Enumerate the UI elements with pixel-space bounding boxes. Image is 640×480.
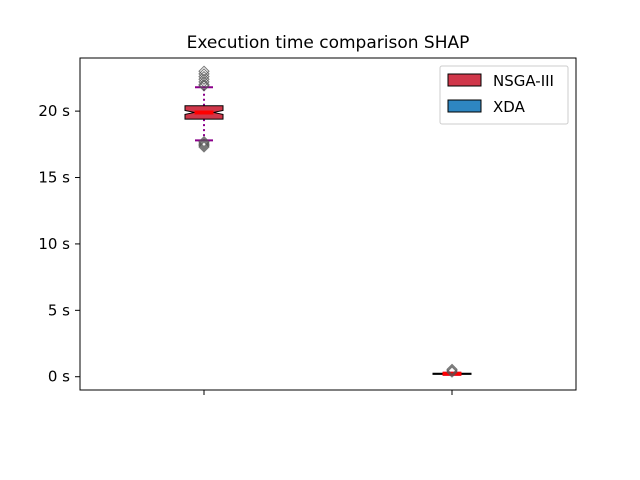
x-axis (203, 390, 453, 395)
flier-point (198, 137, 210, 149)
boxplot-layer (184, 65, 472, 378)
legend-label-xda: XDA (493, 98, 526, 116)
y-axis: 0 s 5 s 10 s 15 s 20 s (38, 102, 80, 386)
y-tick-label: 5 s (48, 301, 70, 319)
legend-swatch-nsga-iii (447, 73, 482, 87)
legend: NSGA-III XDA (439, 65, 569, 125)
flier-point (198, 65, 210, 77)
y-tick-label: 0 s (48, 368, 70, 386)
flier-point (198, 135, 210, 148)
legend-label-nsga-iii: NSGA-III (493, 72, 554, 90)
chart-title: Execution time comparison SHAP (187, 33, 470, 53)
y-tick-label: 20 s (38, 102, 70, 120)
flier-point (446, 365, 458, 377)
y-tick-label: 15 s (38, 169, 70, 187)
box-xda (432, 363, 472, 378)
legend-swatch-xda (447, 99, 482, 113)
y-tick-label: 10 s (38, 235, 70, 253)
flier-point (446, 363, 458, 376)
box-nsga-iii (184, 65, 224, 153)
plot-frame (79, 57, 577, 391)
